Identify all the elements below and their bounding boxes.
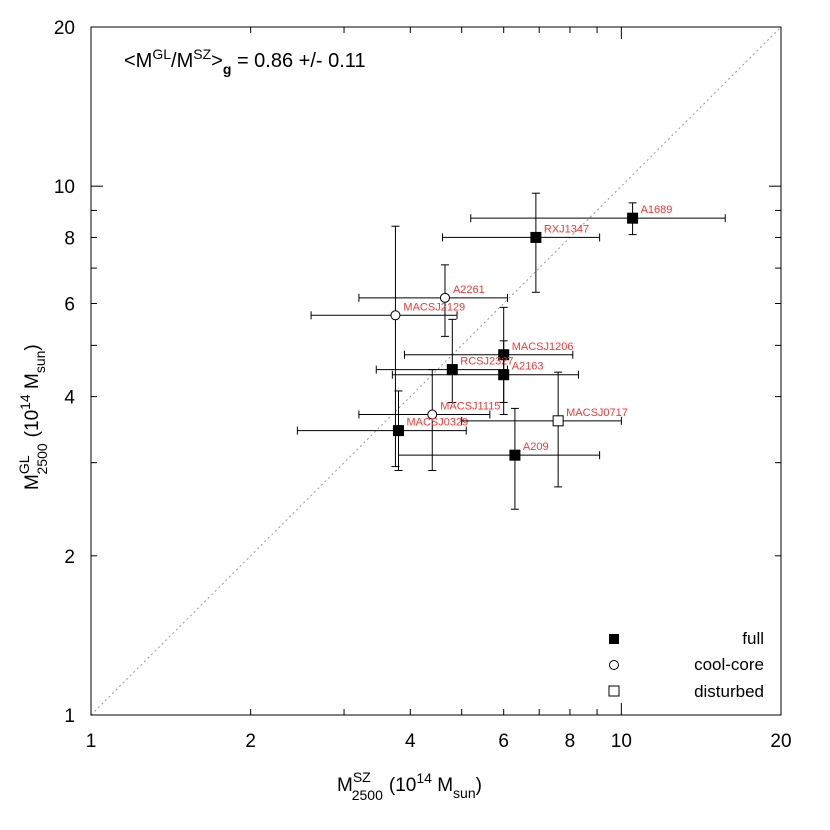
legend-marker-disturbed [608, 685, 620, 697]
legend-marker-cool-core [609, 660, 619, 670]
legend-marker-full [609, 634, 619, 644]
point-label: A2163 [512, 361, 544, 373]
y-tick-label: 4 [64, 388, 75, 409]
x-tick-label: 20 [770, 731, 791, 752]
point-label: MACSJ0717 [566, 407, 628, 419]
y-tick-label: 8 [64, 228, 75, 249]
data-point-a2163: A2163 [391, 340, 579, 403]
point-label: MACSJ0329 [406, 417, 468, 429]
x-axis-title: MSZ 2500 (1014 Msun) [337, 769, 482, 803]
y-tick-label: 1 [64, 706, 75, 727]
filled-square-marker [627, 212, 639, 224]
filled-square-marker [498, 369, 510, 381]
data-points: A1689 RXJ1347 A2261 MACSJ2129 MACSJ1206 RCSJ2… [296, 192, 726, 510]
plot-frame [90, 26, 782, 716]
y-tick-label: 20 [54, 18, 75, 39]
x-tick-label: 2 [245, 731, 256, 752]
legend-label-disturbed: disturbed [694, 682, 764, 701]
ratio-annotation: <MGL/MSZ>g = 0.86 +/- 0.11 [124, 46, 366, 77]
open-circle-marker [427, 409, 438, 420]
filled-square-marker [392, 425, 404, 437]
filled-square-marker [446, 364, 458, 376]
point-label: A209 [523, 441, 549, 453]
y-tick-label: 2 [64, 547, 75, 568]
point-label: MACSJ2129 [403, 301, 465, 313]
data-point-rxj1347: RXJ1347 [441, 192, 601, 293]
open-circle-marker [390, 310, 401, 321]
open-circle-marker [439, 292, 450, 303]
point-label: MACSJ1115 [440, 401, 500, 413]
filled-square-marker [530, 231, 542, 243]
y-tick-label: 6 [64, 295, 75, 316]
y-tick-label: 10 [54, 177, 75, 198]
legend: full cool-core disturbed [608, 629, 764, 701]
x-tick-label: 4 [405, 731, 416, 752]
x-tick-label: 8 [565, 731, 576, 752]
data-point-a209: A209 [397, 407, 601, 510]
data-point-rcsj2327: RCSJ2327 [375, 318, 513, 403]
data-point-macsj0329: MACSJ0329 [296, 390, 468, 471]
filled-square-marker [509, 449, 521, 461]
point-label: MACSJ1206 [512, 341, 574, 353]
point-label: RCSJ2327 [460, 356, 513, 368]
open-square-marker [552, 415, 564, 427]
point-label: A1689 [641, 204, 673, 216]
x-tick-label: 6 [498, 731, 509, 752]
point-label: RXJ1347 [544, 223, 589, 235]
x-tick-label: 10 [611, 731, 632, 752]
data-point-a1689: A1689 [470, 202, 726, 236]
legend-label-cool-core: cool-core [694, 655, 764, 674]
one-to-one-reference-line [90, 26, 782, 716]
data-point-a2261: A2261 [358, 264, 508, 337]
data-point-macsj1115: MACSJ1115 [358, 369, 500, 471]
data-point-macsj0717: MACSJ0717 [461, 371, 628, 488]
legend-label-full: full [742, 629, 764, 648]
y-axis-title: MGL 2500(1014 Msun) [16, 344, 50, 490]
point-label: A2261 [453, 284, 485, 296]
x-tick-label: 1 [86, 731, 97, 752]
